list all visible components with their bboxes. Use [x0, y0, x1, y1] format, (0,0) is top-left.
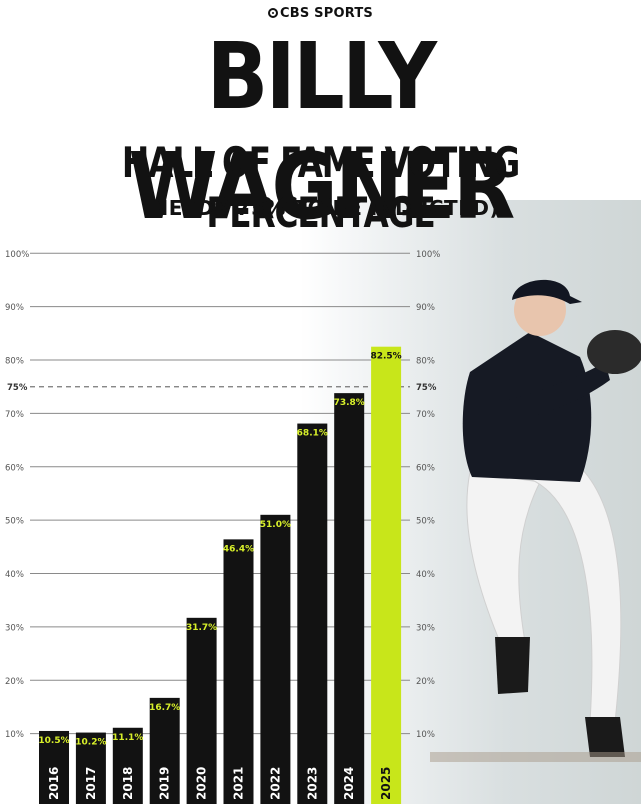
bar-2023 — [297, 423, 328, 804]
y-tick-label-right: 40% — [416, 570, 435, 580]
bar-value-label: 68.1% — [297, 429, 328, 439]
y-tick-label-right: 30% — [416, 623, 435, 633]
y-tick-label-left: 50% — [5, 517, 24, 527]
threshold-label-right: 75% — [416, 383, 437, 393]
x-tick-label: 2018 — [121, 767, 135, 800]
bar-value-label: 16.7% — [149, 703, 180, 713]
bar-2019 — [149, 697, 180, 804]
page-title: BILLY WAGNER — [128, 23, 515, 240]
y-tick-label-right: 90% — [416, 303, 435, 313]
bar-value-label: 51.0% — [260, 520, 291, 530]
bar-2021 — [223, 539, 254, 804]
bar-value-label: 10.5% — [38, 736, 69, 746]
bar-2016 — [39, 730, 69, 804]
x-tick-label: 2024 — [342, 767, 356, 800]
x-tick-label: 2017 — [84, 767, 98, 800]
bar-value-label: 82.5% — [370, 352, 401, 362]
y-tick-label-left: 100% — [5, 250, 29, 260]
bar-2018 — [112, 727, 143, 804]
bar-value-label: 10.2% — [75, 738, 106, 748]
y-tick-label-left: 70% — [5, 410, 24, 420]
pitcher-illustration — [430, 279, 641, 762]
cbs-eye-icon — [268, 8, 279, 18]
y-tick-label-left: 10% — [5, 730, 24, 740]
bar-2017 — [75, 732, 106, 804]
bar-value-label: 73.8% — [334, 398, 365, 408]
bar-value-label: 46.4% — [223, 544, 254, 554]
y-tick-label-left: 80% — [5, 357, 24, 367]
bar-2024 — [334, 393, 365, 804]
y-tick-label-left: 30% — [5, 623, 24, 633]
y-tick-label-right: 70% — [416, 410, 435, 420]
threshold-label-left: 75% — [7, 383, 28, 393]
y-tick-label-right: 60% — [416, 463, 435, 473]
x-tick-label: 2021 — [232, 767, 246, 800]
x-tick-label: 2020 — [195, 767, 209, 800]
x-tick-label: 2025 — [379, 767, 393, 800]
x-tick-label: 2023 — [305, 767, 319, 800]
x-tick-label: 2022 — [268, 767, 282, 800]
bar-value-label: 31.7% — [186, 623, 217, 633]
bar-2020 — [186, 617, 217, 804]
y-tick-label-left: 40% — [5, 570, 24, 580]
logo-text: CBS SPORTS — [280, 6, 373, 21]
y-tick-label-left: 90% — [5, 303, 24, 313]
bar-2022 — [260, 514, 291, 804]
y-tick-label-left: 20% — [5, 677, 24, 687]
y-tick-label-left: 60% — [5, 463, 24, 473]
page-subtitle: HALL OF FAME VOTING PERCENTAGE — [121, 138, 520, 237]
x-tick-label: 2016 — [47, 767, 61, 800]
induction-note: (NEEDS 75% TO BE INDUCTED) — [141, 196, 500, 220]
y-tick-label-right: 80% — [416, 357, 435, 367]
y-tick-label-right: 10% — [416, 730, 435, 740]
cbs-sports-logo: CBS SPORTS — [0, 6, 641, 21]
x-tick-label: 2019 — [158, 767, 172, 800]
y-tick-label-right: 100% — [416, 250, 440, 260]
bar-2025 — [371, 346, 402, 804]
bar-value-label: 11.1% — [112, 733, 143, 743]
y-tick-label-right: 20% — [416, 677, 435, 687]
y-tick-label-right: 50% — [416, 517, 435, 527]
